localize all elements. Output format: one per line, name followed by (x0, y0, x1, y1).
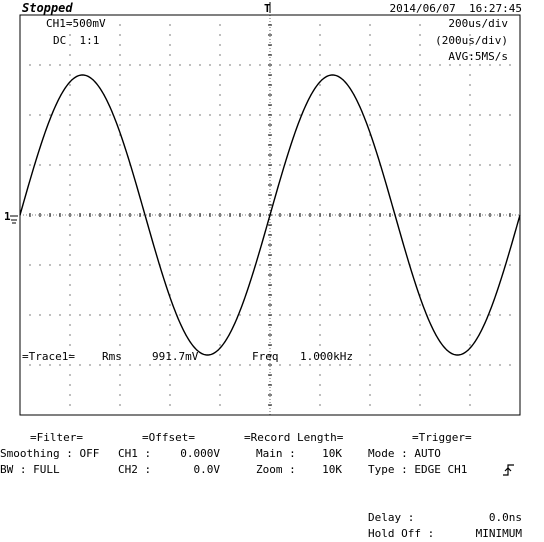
trigger-type-value: EDGE CH1 (414, 463, 468, 476)
offset-ch2-value: 0.0V (193, 463, 221, 476)
offset-panel: =Offset= CH1 : 0.000V CH2 : 0.0V (118, 430, 228, 478)
record-main-value: 10K (322, 447, 342, 460)
trigger-type-label: Type : (368, 463, 408, 476)
oscilloscope-screen: T 1 (4, 2, 521, 416)
smoothing-value: OFF (79, 447, 100, 460)
offset-title: =Offset= (142, 431, 195, 444)
offset-ch1-label: CH1 : (118, 447, 152, 460)
date-time: 2014/06/07 16:27:45 (389, 2, 522, 15)
trigger-marker-label: T (264, 2, 271, 15)
record-zoom-label: Zoom : (256, 463, 296, 476)
trigger-title: =Trigger= (412, 431, 472, 444)
sample-rate: AVG:5MS/s (448, 50, 508, 63)
filter-title: =Filter= (30, 431, 83, 444)
bw-value: FULL (33, 463, 60, 476)
trigger-holdoff-label: Hold Off : (368, 527, 435, 540)
trigger-holdoff-value: MINIMUM (475, 527, 522, 540)
timebase-div-zoom: (200us/div) (435, 34, 508, 47)
trigger-panel: =Trigger= Mode : AUTO Type : EDGE CH1 De… (368, 430, 522, 542)
ch1-scale: CH1=500mV (46, 17, 106, 30)
ch1-marker-label: 1 (4, 210, 11, 223)
record-zoom-value: 10K (322, 463, 342, 476)
trigger-delay-value: 0.0ns (488, 511, 522, 524)
rms-label: Rms (102, 350, 122, 363)
bw-label: BW : (0, 463, 27, 476)
rms-value: 991.7mV (152, 350, 199, 363)
rising-edge-icon (503, 464, 514, 476)
acquisition-status: Stopped (22, 1, 73, 15)
offset-ch2-label: CH2 : (118, 463, 152, 476)
record-length-panel: =Record Length= Main : 10K Zoom : 10K (244, 430, 362, 478)
freq-value: 1.000kHz (300, 350, 353, 363)
ch1-ground-marker: 1 (4, 210, 18, 224)
trigger-mode-value: AUTO (414, 447, 441, 460)
trigger-delay-label: Delay : (368, 511, 415, 524)
smoothing-label: Smoothing : (0, 447, 73, 460)
freq-label: Freq (252, 350, 279, 363)
timebase-div: 200us/div (448, 17, 508, 30)
waveform-trace (19, 74, 521, 356)
record-main-label: Main : (256, 447, 296, 460)
offset-ch1-value: 0.000V (180, 447, 220, 460)
trigger-position-marker: T (264, 2, 271, 15)
trigger-mode-label: Mode : (368, 447, 408, 460)
ch1-coupling: DC 1:1 (53, 34, 100, 47)
filter-panel: =Filter= Smoothing : OFF BW : FULL (0, 430, 120, 478)
measurement-trace-label: =Trace1= (22, 350, 75, 363)
record-title: =Record Length= (244, 431, 344, 444)
